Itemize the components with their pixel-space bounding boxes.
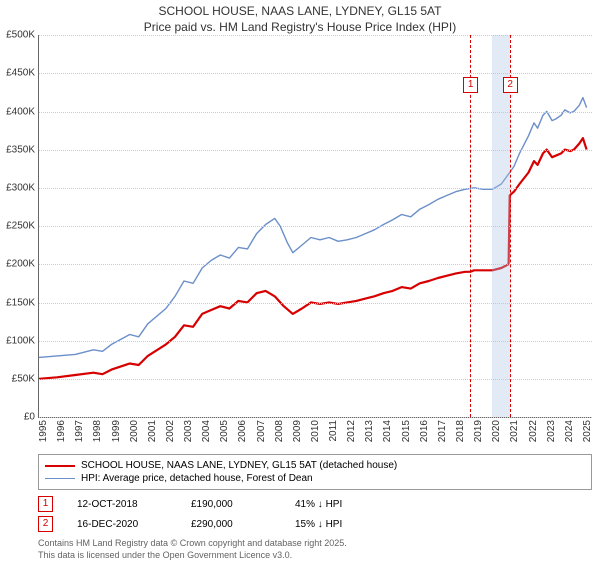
x-tick-label: 2010: [310, 420, 321, 442]
x-tick-label: 2013: [364, 420, 375, 442]
x-tick-label: 2002: [165, 420, 176, 442]
y-tick-label: £350K: [6, 144, 35, 155]
legend-swatch: [45, 478, 75, 479]
x-tick-label: 2019: [473, 420, 484, 442]
sales-table: 1 12-OCT-2018 £190,000 41% ↓ HPI 2 16-DEC-202…: [38, 494, 592, 534]
y-tick-label: £50K: [12, 373, 35, 384]
x-tick-label: 2004: [201, 420, 212, 442]
sales-price: £290,000: [191, 519, 271, 530]
marker-box: 2: [503, 77, 518, 93]
x-tick-label: 2016: [419, 420, 430, 442]
sales-date: 16-DEC-2020: [77, 519, 167, 530]
x-tick-label: 2015: [401, 420, 412, 442]
chart-plot-area: £0£50K£100K£150K£200K£250K£300K£350K£400…: [38, 35, 592, 418]
sales-vs-hpi: 15% ↓ HPI: [295, 519, 342, 530]
sales-vs-hpi: 41% ↓ HPI: [295, 499, 342, 510]
y-tick-label: £300K: [6, 182, 35, 193]
x-tick-label: 2020: [491, 420, 502, 442]
y-axis: £0£50K£100K£150K£200K£250K£300K£350K£400…: [1, 35, 37, 417]
x-tick-label: 1998: [92, 420, 103, 442]
legend-label: SCHOOL HOUSE, NAAS LANE, LYDNEY, GL15 5A…: [81, 460, 397, 471]
y-tick-label: £150K: [6, 297, 35, 308]
x-tick-label: 2018: [455, 420, 466, 442]
x-tick-label: 2005: [219, 420, 230, 442]
attribution: Contains HM Land Registry data © Crown c…: [38, 538, 592, 561]
x-tick-label: 2023: [546, 420, 557, 442]
marker-box: 1: [463, 77, 478, 93]
legend-label: HPI: Average price, detached house, Fore…: [81, 473, 313, 484]
y-tick-label: £100K: [6, 335, 35, 346]
sales-row: 1 12-OCT-2018 £190,000 41% ↓ HPI: [38, 494, 592, 514]
attribution-line2: This data is licensed under the Open Gov…: [38, 550, 292, 560]
title-line2: Price paid vs. HM Land Registry's House …: [144, 20, 456, 34]
y-tick-label: £400K: [6, 106, 35, 117]
y-tick-label: £200K: [6, 259, 35, 270]
x-tick-label: 2024: [564, 420, 575, 442]
x-tick-label: 2007: [256, 420, 267, 442]
x-tick-label: 2017: [437, 420, 448, 442]
y-tick-label: £0: [24, 412, 35, 423]
x-tick-label: 2008: [274, 420, 285, 442]
x-tick-label: 2009: [292, 420, 303, 442]
x-tick-label: 2011: [328, 420, 339, 442]
x-tick-label: 1999: [111, 420, 122, 442]
x-tick-label: 2001: [147, 420, 158, 442]
x-tick-label: 2006: [237, 420, 248, 442]
title-line1: SCHOOL HOUSE, NAAS LANE, LYDNEY, GL15 5A…: [159, 4, 442, 18]
x-tick-label: 2022: [528, 420, 539, 442]
attribution-line1: Contains HM Land Registry data © Crown c…: [38, 538, 347, 548]
x-tick-label: 2012: [346, 420, 357, 442]
legend-item: HPI: Average price, detached house, Fore…: [45, 472, 585, 485]
sales-id-box: 2: [38, 516, 53, 532]
x-tick-label: 2014: [382, 420, 393, 442]
legend-item: SCHOOL HOUSE, NAAS LANE, LYDNEY, GL15 5A…: [45, 459, 585, 472]
sales-row: 2 16-DEC-2020 £290,000 15% ↓ HPI: [38, 514, 592, 534]
x-tick-label: 1996: [56, 420, 67, 442]
sales-id-box: 1: [38, 496, 53, 512]
sales-price: £190,000: [191, 499, 271, 510]
legend-box: SCHOOL HOUSE, NAAS LANE, LYDNEY, GL15 5A…: [38, 454, 592, 490]
x-axis: 1995 1996 1997 1998 1999 2000 2001 2002 2003 2004…: [38, 418, 592, 450]
sales-date: 12-OCT-2018: [77, 499, 167, 510]
y-tick-label: £500K: [6, 30, 35, 41]
x-tick-label: 1997: [74, 420, 85, 442]
legend-swatch: [45, 465, 75, 467]
chart-title: SCHOOL HOUSE, NAAS LANE, LYDNEY, GL15 5A…: [0, 0, 600, 35]
y-tick-label: £450K: [6, 68, 35, 79]
y-tick-label: £250K: [6, 221, 35, 232]
x-tick-label: 2021: [509, 420, 520, 442]
x-tick-label: 2025: [582, 420, 593, 442]
x-tick-label: 2000: [129, 420, 140, 442]
x-tick-label: 2003: [183, 420, 194, 442]
x-tick-label: 1995: [38, 420, 49, 442]
